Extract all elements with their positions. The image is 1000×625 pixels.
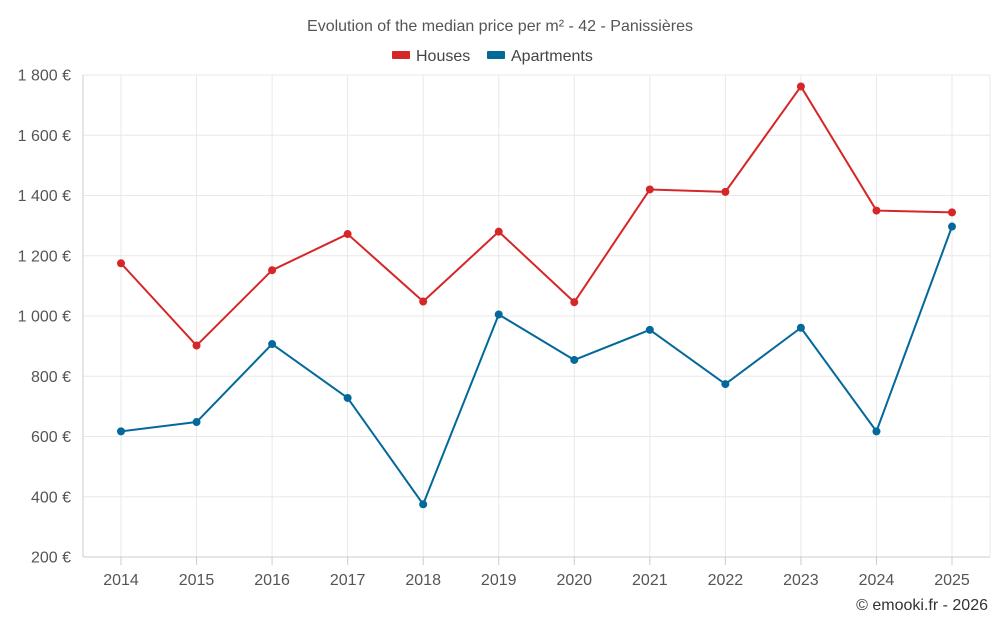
data-point-houses[interactable]: [721, 187, 730, 196]
x-tick-label: 2020: [556, 572, 592, 589]
data-point-houses[interactable]: [494, 227, 503, 236]
data-point-apartments[interactable]: [268, 340, 277, 349]
y-tick-label: 200 €: [31, 550, 71, 567]
data-point-houses[interactable]: [948, 208, 956, 217]
data-point-apartments[interactable]: [872, 427, 881, 436]
y-tick-label: 1 600 €: [18, 128, 71, 145]
data-point-houses[interactable]: [645, 185, 654, 194]
x-tick-label: 2016: [254, 572, 290, 589]
legend-swatch-apartments: [487, 51, 505, 59]
legend-label-houses[interactable]: Houses: [416, 48, 470, 65]
data-point-houses[interactable]: [117, 259, 125, 268]
data-point-houses[interactable]: [872, 206, 881, 215]
y-tick-label: 1 000 €: [18, 309, 71, 326]
x-tick-label: 2022: [708, 572, 744, 589]
data-point-apartments[interactable]: [494, 310, 503, 319]
data-point-houses[interactable]: [343, 230, 352, 239]
data-point-apartments[interactable]: [570, 355, 579, 364]
data-point-houses[interactable]: [268, 266, 277, 275]
grid: [83, 74, 991, 558]
y-tick-label: 1 400 €: [18, 188, 71, 205]
chart-title: Evolution of the median price per m² - 4…: [307, 18, 693, 35]
x-tick-label: 2019: [481, 572, 517, 589]
data-point-houses[interactable]: [192, 341, 201, 350]
data-point-apartments[interactable]: [721, 380, 730, 389]
axes: 200 € 400 € 600 € 800 € 1 000 € 1 200 € 1 400 …: [18, 68, 990, 589]
series: [117, 82, 956, 509]
data-point-apartments[interactable]: [948, 222, 956, 231]
x-tick-label: 2024: [859, 572, 895, 589]
x-tick-label: 2021: [632, 572, 668, 589]
y-tick-label: 1 200 €: [18, 248, 71, 265]
x-tick-label: 2025: [934, 572, 970, 589]
y-tick-label: 400 €: [31, 489, 71, 506]
legend: Houses Apartments: [392, 48, 593, 65]
x-tick-label: 2017: [330, 572, 366, 589]
data-point-houses[interactable]: [419, 297, 428, 306]
data-point-apartments[interactable]: [343, 393, 352, 402]
credit-text: © emooki.fr - 2026: [856, 597, 988, 614]
data-point-apartments[interactable]: [419, 500, 428, 509]
y-tick-label: 1 800 €: [18, 68, 71, 85]
y-tick-label: 800 €: [31, 369, 71, 386]
data-point-apartments[interactable]: [192, 418, 201, 427]
legend-label-apartments[interactable]: Apartments: [511, 48, 593, 65]
data-point-apartments[interactable]: [796, 323, 805, 332]
data-point-houses[interactable]: [796, 82, 805, 91]
x-tick-label: 2023: [783, 572, 819, 589]
data-point-houses[interactable]: [570, 298, 579, 307]
legend-swatch-houses: [392, 51, 410, 59]
data-point-apartments[interactable]: [645, 325, 654, 334]
x-tick-label: 2018: [405, 572, 441, 589]
series-line-houses: [120, 85, 953, 347]
x-tick-label: 2014: [103, 572, 139, 589]
series-line-apartments: [120, 226, 953, 506]
y-tick-label: 600 €: [31, 429, 71, 446]
data-point-apartments[interactable]: [117, 427, 125, 436]
x-tick-label: 2015: [179, 572, 215, 589]
